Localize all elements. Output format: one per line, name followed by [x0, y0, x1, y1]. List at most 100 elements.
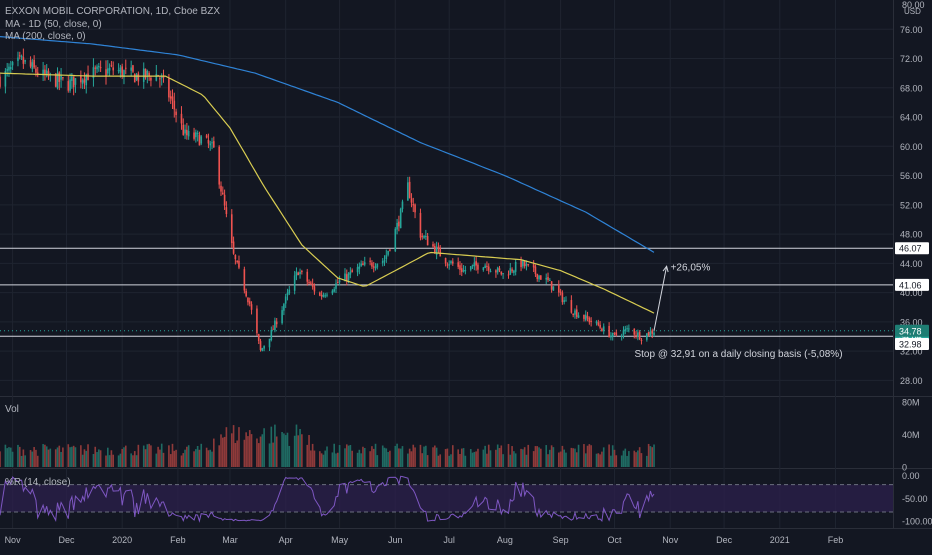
target-percent-label[interactable]: +26,05%	[671, 262, 711, 273]
time-tick-label[interactable]: Sep	[553, 535, 569, 545]
candle-body	[256, 308, 258, 334]
ma50-legend[interactable]: MA - 1D (50, close, 0)	[5, 19, 102, 30]
time-tick-label[interactable]: Nov	[662, 535, 679, 545]
time-tick-label[interactable]: 2020	[112, 535, 132, 545]
volume-bar	[133, 451, 136, 467]
candle-body	[401, 201, 404, 209]
price-tick-label[interactable]: 52.00	[900, 200, 923, 210]
volume-bar	[169, 454, 172, 467]
volume-tick-label[interactable]: 80M	[902, 398, 920, 408]
candle	[588, 316, 591, 325]
price-tag-label[interactable]: 41.06	[899, 280, 922, 290]
candle	[311, 278, 314, 290]
candle	[270, 326, 273, 342]
symbol-title[interactable]: EXXON MOBIL CORPORATION, 1D, Cboe BZX	[5, 6, 221, 17]
ma200-legend[interactable]: MA (200, close, 0)	[5, 31, 86, 42]
volume-bar	[425, 445, 427, 467]
volume-bar	[338, 445, 341, 467]
volume-bar	[196, 445, 199, 467]
volume-legend[interactable]: Vol	[5, 404, 19, 415]
candle	[559, 288, 562, 296]
time-tick-label[interactable]: Apr	[279, 535, 293, 545]
time-tick-label[interactable]: Nov	[5, 535, 22, 545]
candle	[173, 92, 176, 118]
williams-r-tick-label[interactable]: -50.00	[902, 494, 928, 504]
price-tick-label[interactable]: 32.00	[900, 347, 923, 357]
price-tick-label[interactable]: 44.00	[900, 259, 923, 269]
volume-bar	[248, 430, 251, 467]
candle-body	[369, 260, 371, 262]
volume-bar	[475, 451, 477, 467]
volume-bar	[220, 434, 222, 467]
candle-body	[283, 304, 285, 311]
candle-body	[419, 212, 422, 238]
candle	[133, 73, 136, 83]
price-tick-label[interactable]: 40.00	[900, 288, 923, 298]
time-tick-label[interactable]: May	[331, 535, 349, 545]
candle	[322, 292, 325, 298]
time-tick-label[interactable]: Dec	[58, 535, 75, 545]
candle-body	[286, 292, 289, 296]
candle-body	[586, 316, 589, 319]
williams-r-tick-label[interactable]: 0.00	[902, 471, 920, 481]
currency-label[interactable]: USD	[904, 7, 921, 16]
volume-bar	[45, 446, 48, 467]
volume-bar	[349, 445, 352, 467]
volume-bar	[628, 451, 630, 467]
candle-body	[74, 78, 77, 85]
time-tick-label[interactable]: Oct	[607, 535, 622, 545]
time-axis[interactable]: Nov Dec 2020 Feb Mar Apr May Jun Jul Aug Sep Oct Nov…	[5, 535, 844, 545]
candle	[196, 130, 199, 142]
price-tick-label[interactable]: 72.00	[900, 54, 923, 64]
williams-r-tick-label[interactable]: -100.00	[902, 517, 932, 527]
price-tick-label[interactable]: 76.00	[900, 25, 923, 35]
volume-tick-label[interactable]: 40M	[902, 430, 920, 440]
time-tick-label[interactable]: Jun	[388, 535, 403, 545]
williams-r-legend[interactable]: %R (14, close)	[5, 477, 71, 488]
price-tick-label[interactable]: 36.00	[900, 317, 923, 327]
price-tick-label[interactable]: 48.00	[900, 230, 923, 240]
candle-body	[171, 96, 174, 101]
candle	[324, 292, 327, 298]
ma200-line	[0, 36, 655, 253]
candle	[333, 286, 336, 293]
candle-body	[293, 275, 296, 291]
candle-body	[451, 261, 454, 264]
candle-body	[96, 66, 98, 70]
price-axis[interactable]: 28.00 32.00 36.00 40.00 44.00 48.00 52.00 56.00…	[895, 0, 932, 527]
time-tick-label[interactable]: 2021	[770, 535, 790, 545]
candle	[570, 295, 573, 314]
candle	[477, 262, 479, 274]
candle	[180, 106, 183, 130]
candle	[288, 285, 291, 296]
volume-bar	[209, 449, 212, 467]
candle	[213, 136, 215, 149]
volume-tick-label[interactable]: 0	[902, 463, 907, 473]
time-tick-label[interactable]: Dec	[716, 535, 733, 545]
time-tick-label[interactable]: Mar	[222, 535, 238, 545]
price-tick-label[interactable]: 60.00	[900, 142, 923, 152]
candle	[256, 305, 258, 336]
time-tick-label[interactable]: Feb	[828, 535, 844, 545]
price-tag-label[interactable]: 46.07	[899, 244, 922, 254]
time-tick-label[interactable]: Jul	[443, 535, 455, 545]
price-tag-label[interactable]: 34.78	[899, 326, 922, 336]
annotations[interactable]: +26,05% Stop @ 32,91 on a daily closing b…	[634, 262, 842, 360]
horizontal-levels[interactable]	[0, 247, 893, 337]
candle-body	[385, 255, 388, 260]
stop-loss-label[interactable]: Stop @ 32,91 on a daily closing basis (-…	[634, 349, 842, 360]
price-tag-label[interactable]: 32.98	[899, 339, 922, 349]
price-tick-label[interactable]: 56.00	[900, 171, 923, 181]
price-tick-label[interactable]: 68.00	[900, 83, 923, 93]
price-tick-label[interactable]: 64.00	[900, 113, 923, 123]
candle	[446, 262, 449, 269]
time-tick-label[interactable]: Feb	[170, 535, 186, 545]
candle-body	[236, 260, 238, 263]
candle-body	[150, 77, 152, 81]
volume-bar	[8, 447, 10, 467]
time-tick-label[interactable]: Aug	[497, 535, 513, 545]
price-tick-label[interactable]: 28.00	[900, 376, 923, 386]
price-top-label[interactable]: 80.00	[902, 0, 925, 10]
